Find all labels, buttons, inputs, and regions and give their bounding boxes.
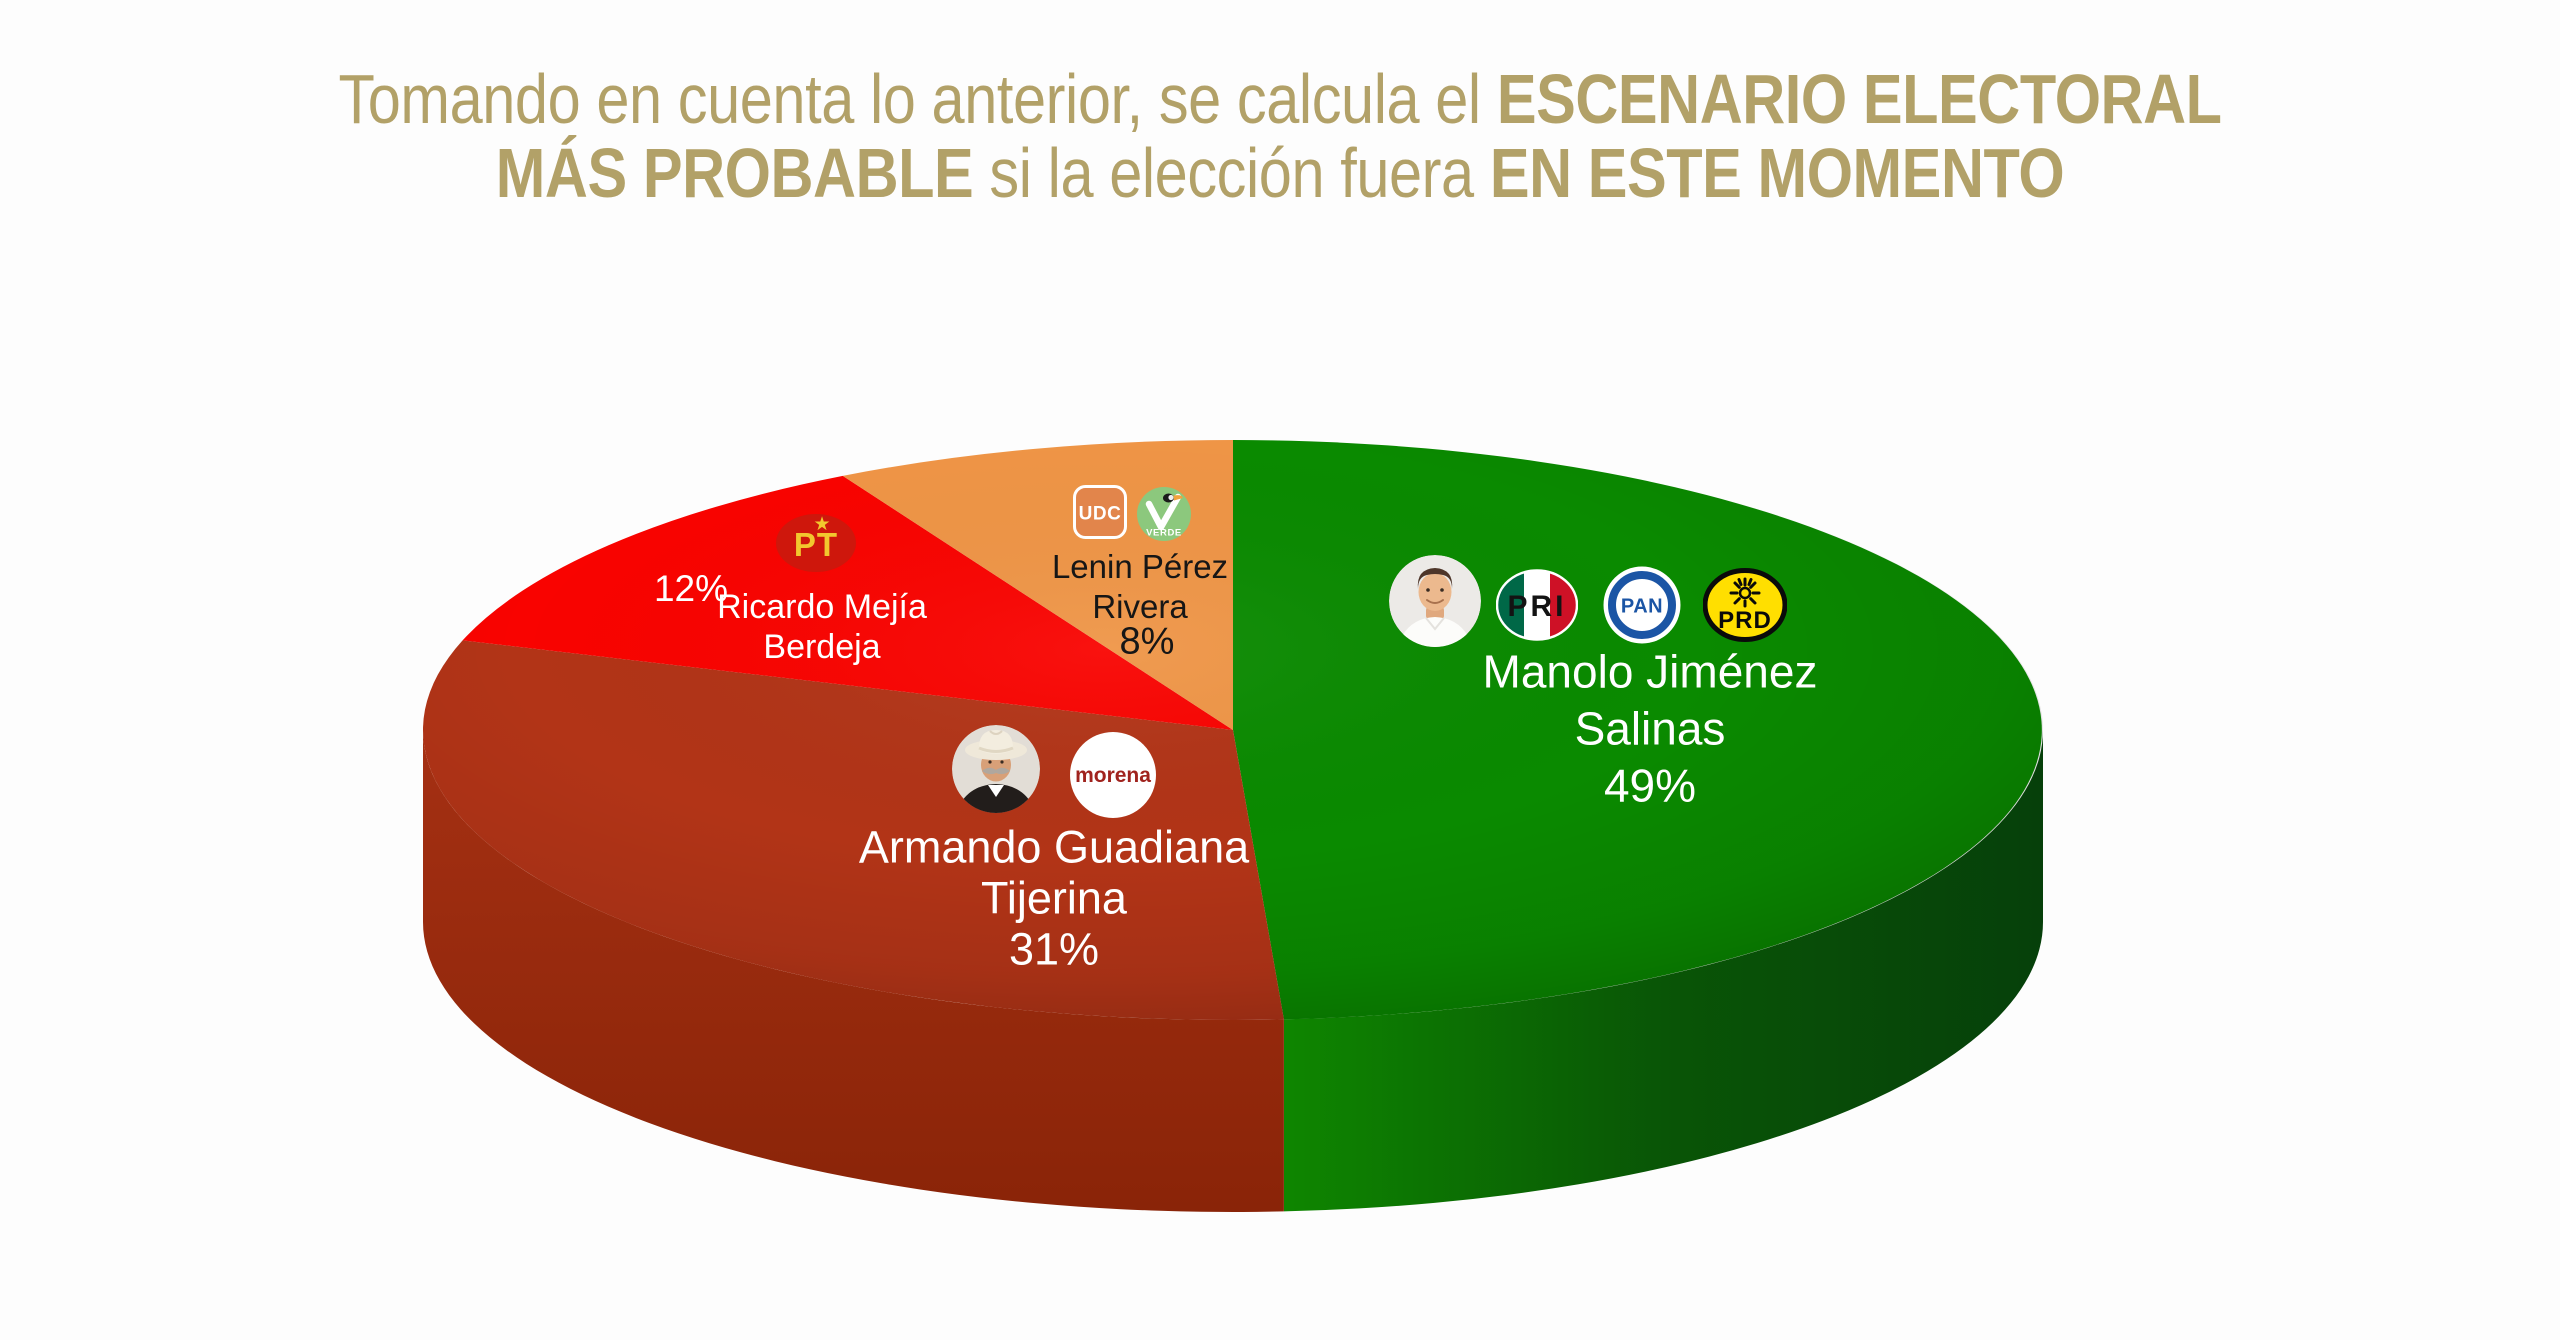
title-text: si la elección fuera bbox=[973, 134, 1490, 212]
candidate-name-line: Manolo Jiménez bbox=[1482, 645, 1818, 698]
pt-slice-percent: 12% bbox=[653, 568, 729, 609]
pri-wordmark: PRI bbox=[1507, 590, 1566, 623]
candidate-name-manolo-jimenez: Manolo Jiménez Salinas 49% bbox=[1483, 644, 1818, 815]
chart-title: Tomando en cuenta lo anterior, se calcul… bbox=[192, 62, 2368, 210]
title-line-1: Tomando en cuenta lo anterior, se calcul… bbox=[192, 62, 2368, 136]
udc-party-logo: UDC bbox=[1072, 485, 1128, 539]
prd-party-logo: PRD bbox=[1703, 568, 1787, 642]
prd-sun-icon bbox=[1729, 577, 1761, 608]
udc-slice-percent: 8% bbox=[1119, 620, 1175, 663]
pri-slice-percent: 49% bbox=[1603, 759, 1697, 812]
candidate-name-line: Rivera bbox=[1092, 588, 1188, 625]
candidate-name-line: Lenin Pérez bbox=[1051, 548, 1229, 585]
title-text-bold: ESCENARIO ELECTORAL bbox=[1496, 60, 2222, 138]
pan-party-logo: PAN bbox=[1603, 566, 1681, 644]
title-text: Tomando en cuenta lo anterior, se calcul… bbox=[338, 60, 1497, 138]
morena-slice-percent: 31% bbox=[1008, 923, 1100, 975]
candidate-name-lenin-perez: Lenin Pérez Rivera bbox=[1052, 547, 1228, 627]
candidate-name-line: Tijerina bbox=[981, 872, 1127, 924]
prd-wordmark: PRD bbox=[1718, 607, 1772, 634]
title-text-bold: EN ESTE MOMENTO bbox=[1489, 134, 2065, 212]
candidate-name-line: Berdeja bbox=[763, 628, 881, 666]
udc-wordmark: UDC bbox=[1079, 504, 1122, 525]
candidate-name-line: Armando Guadiana bbox=[858, 821, 1250, 873]
candidate-name-line: Ricardo Mejía bbox=[717, 588, 927, 626]
candidate-photo-manolo bbox=[1389, 555, 1481, 647]
verde-check-icon bbox=[1145, 493, 1182, 531]
pan-wordmark: PAN bbox=[1621, 596, 1663, 618]
verde-wordmark: VERDE bbox=[1146, 528, 1182, 539]
candidate-name-armando-guadiana: Armando Guadiana Tijerina 31% bbox=[859, 822, 1249, 975]
pt-star-icon: ★ bbox=[813, 514, 830, 535]
candidate-name-ricardo-mejia: Ricardo Mejía Berdeja bbox=[717, 587, 927, 667]
partido-verde-logo: VERDE bbox=[1137, 487, 1191, 541]
pt-party-logo: ★ PT bbox=[775, 510, 857, 574]
candidate-photo-guadiana bbox=[952, 725, 1040, 813]
pt-wordmark: PT bbox=[794, 526, 838, 563]
title-line-2: MÁS PROBABLE si la elección fuera EN EST… bbox=[192, 136, 2368, 210]
morena-party-logo: morena bbox=[1070, 732, 1156, 818]
morena-wordmark: morena bbox=[1075, 764, 1151, 787]
pri-party-logo: PRI bbox=[1496, 569, 1578, 641]
candidate-name-line: Salinas bbox=[1574, 702, 1726, 755]
title-text-bold: MÁS PROBABLE bbox=[495, 134, 974, 212]
